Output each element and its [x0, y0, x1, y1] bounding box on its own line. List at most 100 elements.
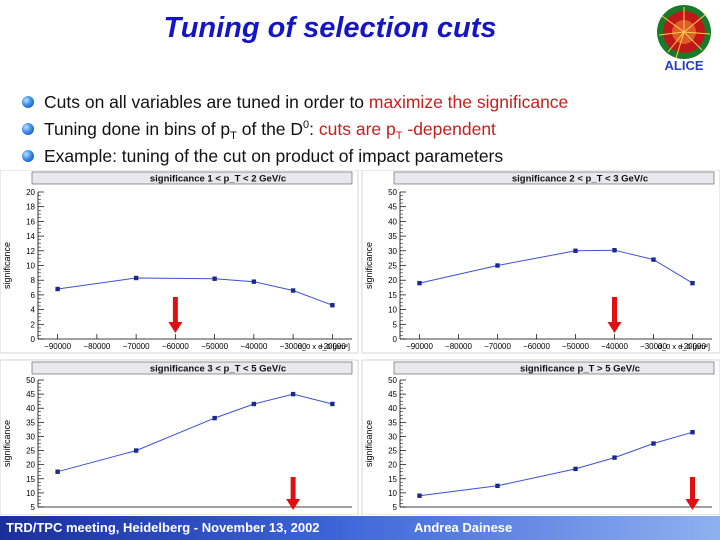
x-tick-label: −40000 [601, 342, 628, 351]
logo-text: ALICE [665, 58, 704, 72]
x-tick-label: −40000 [240, 342, 267, 351]
y-tick-label: 10 [388, 489, 397, 498]
x-tick-label: −50000 [201, 342, 228, 351]
y-axis-label: significance [2, 242, 12, 289]
data-point [690, 280, 695, 286]
y-tick-label: 45 [388, 390, 397, 399]
x-tick-label: −70000 [123, 342, 150, 351]
y-tick-label: 40 [388, 404, 397, 413]
bullet-text: 0 [303, 119, 310, 131]
y-tick-label: 45 [388, 203, 397, 212]
arrow-shaft [612, 297, 617, 323]
bullet-text: Tuning done in bins of p [44, 119, 231, 139]
y-tick-label: 18 [26, 203, 35, 212]
bullet-text: T [395, 130, 403, 142]
data-point [251, 401, 257, 407]
y-tick-label: 25 [26, 447, 35, 456]
data-point [612, 248, 617, 253]
bullet-list: Cuts on all variables are tuned in order… [22, 90, 712, 171]
data-point [495, 263, 500, 268]
x-tick-label: −20000 [319, 342, 346, 351]
bullet-text: Cuts on all variables are tuned in order… [44, 92, 369, 112]
x-tick-label: −90000 [44, 342, 71, 351]
y-axis-label: significance [364, 420, 374, 467]
red-arrow-down-icon [168, 297, 183, 333]
y-axis-label: significance [364, 242, 374, 289]
y-tick-label: 2 [31, 320, 36, 329]
y-tick-label: 16 [26, 217, 35, 226]
bullet-dot-icon [22, 123, 34, 135]
bullet-item: Cuts on all variables are tuned in order… [22, 90, 712, 117]
y-tick-label: 45 [26, 390, 35, 399]
y-tick-label: 0 [31, 335, 36, 344]
y-tick-label: 20 [388, 461, 397, 470]
plots-area: significance 1 < p_T < 2 GeV/c 0 2 4 6 8 10 12 1… [0, 170, 720, 515]
y-tick-label: 10 [26, 262, 35, 271]
y-tick-label: 5 [393, 503, 398, 512]
data-point [212, 415, 217, 421]
data-point [573, 466, 578, 472]
data-point [690, 430, 695, 435]
red-arrow-down-icon [286, 477, 301, 510]
y-tick-label: 20 [26, 188, 35, 197]
footer-meeting: TRD/TPC meeting, Heidelberg - November 1… [6, 520, 320, 535]
chart-panel-3: significance 3 < p_T < 5 GeV/c 5 10 15 20 25 3… [0, 359, 359, 515]
chart-panel-1: significance 1 < p_T < 2 GeV/c 0 2 4 6 8 10 12 1… [0, 170, 359, 354]
y-tick-label: 15 [26, 475, 35, 484]
data-point [290, 391, 296, 397]
bullet-text: T [230, 130, 237, 142]
y-tick-label: 25 [388, 262, 397, 271]
data-point [251, 279, 257, 284]
y-tick-label: 20 [26, 461, 35, 470]
bullet-dot-icon [22, 150, 34, 162]
data-point [212, 276, 217, 281]
y-tick-label: 0 [393, 335, 398, 344]
y-axis-label: significance [2, 420, 12, 467]
arrow-head [607, 322, 622, 333]
arrow-shaft [172, 297, 178, 323]
y-tick-label: 5 [393, 320, 398, 329]
x-tick-label: −60000 [523, 342, 550, 351]
chart-panel-4: significance p_T > 5 GeV/c 5 10 15 20 25 30 35 4… [361, 359, 720, 515]
footer-author: Andrea Dainese [414, 520, 513, 535]
x-tick-label: −30000 [640, 342, 667, 351]
slide-title: Tuning of selection cuts [163, 12, 497, 44]
bullet-dot-icon [22, 96, 34, 108]
chart-title-box [31, 361, 353, 375]
bullet-text: of the D [236, 119, 304, 139]
chart-title: significance p_T > 5 GeV/c [520, 364, 640, 375]
series-line [419, 431, 693, 497]
data-point [330, 401, 335, 407]
x-axis-label: d_0 x d_0 [µm²] [658, 342, 710, 351]
y-tick-label: 30 [388, 247, 397, 256]
bullet-item: Example: tuning of the cut on product of… [22, 144, 712, 171]
data-point [612, 455, 617, 460]
chart-frame [361, 359, 720, 515]
chart-title-box [31, 171, 353, 185]
x-tick-label: −50000 [562, 342, 589, 351]
y-tick-label: 14 [26, 232, 35, 241]
data-point [651, 441, 656, 446]
y-tick-label: 50 [388, 376, 397, 385]
series-line [57, 393, 333, 473]
data-point [330, 302, 335, 308]
y-tick-label: 50 [26, 376, 35, 385]
x-tick-label: −80000 [83, 342, 110, 351]
chart-title-box [393, 361, 715, 375]
series-line [57, 277, 333, 306]
x-tick-label: −80000 [445, 342, 472, 351]
y-tick-label: 5 [31, 503, 36, 512]
chart-frame [361, 170, 720, 354]
arrow-head [685, 499, 700, 510]
data-point [55, 286, 60, 292]
bullet-text: cuts are p [318, 119, 396, 139]
chart-title: significance 2 < p_T < 3 GeV/c [512, 174, 648, 185]
arrow-head [168, 322, 183, 333]
data-point [290, 288, 296, 293]
data-point [55, 469, 60, 474]
x-tick-label: −70000 [484, 342, 511, 351]
chart-frame [0, 359, 359, 515]
y-tick-label: 30 [26, 432, 35, 441]
chart-title: significance 1 < p_T < 2 GeV/c [150, 174, 286, 185]
data-point [651, 257, 656, 262]
